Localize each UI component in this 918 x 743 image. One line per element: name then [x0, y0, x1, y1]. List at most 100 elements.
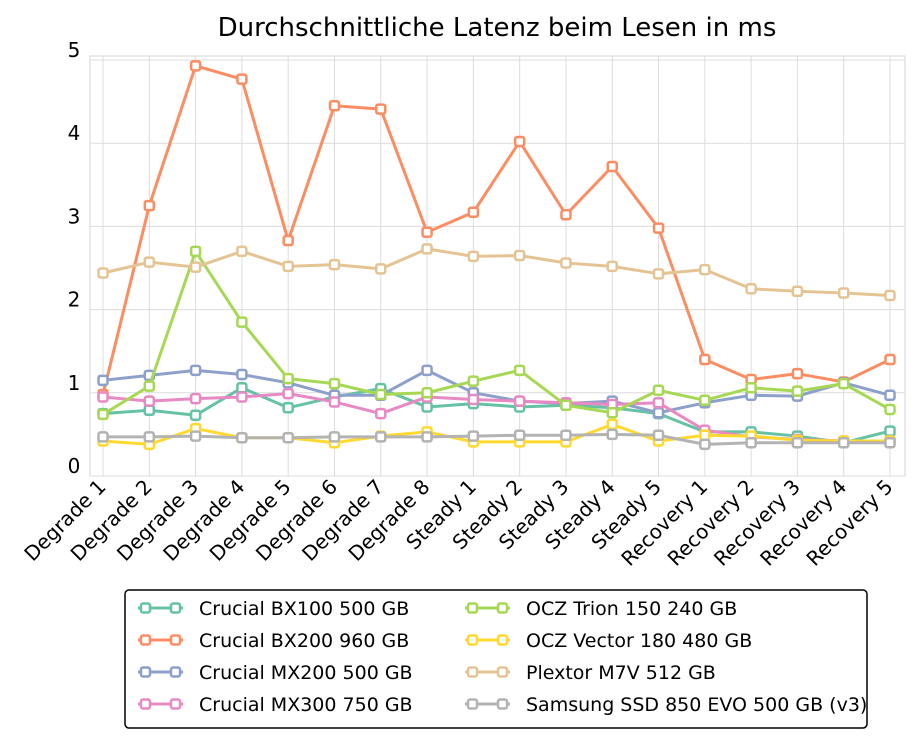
- y-tick-label: 1: [68, 371, 81, 395]
- data-point: [791, 367, 804, 380]
- data-point: [375, 103, 387, 115]
- data-point: [884, 403, 896, 416]
- legend-item: Samsung SSD 850 EVO 500 GB (v3): [465, 694, 867, 716]
- data-point: [699, 438, 711, 451]
- legend-label: Crucial BX100 500 GB: [199, 598, 409, 620]
- y-axis: 0 1 2 3 4 5: [68, 38, 81, 478]
- data-point: [236, 245, 248, 258]
- data-point: [606, 407, 618, 419]
- legend: Crucial BX100 500 GB Crucial BX200 960 GB…: [124, 589, 868, 729]
- data-point: [699, 429, 711, 441]
- data-point: [236, 316, 248, 328]
- legend-marker: [496, 666, 509, 678]
- legend-item: Crucial MX200 500 GB: [138, 662, 413, 684]
- data-point: [467, 393, 480, 406]
- legend-item: Crucial MX300 750 GB: [138, 694, 413, 716]
- data-point: [328, 431, 341, 443]
- y-tick-label: 2: [68, 288, 81, 312]
- data-point: [791, 285, 804, 298]
- legend-marker: [169, 698, 182, 710]
- data-point: [97, 374, 109, 387]
- legend-item: Plextor M7V 512 GB: [465, 662, 716, 684]
- legend-marker: [496, 698, 509, 710]
- legend-marker: [139, 634, 152, 646]
- data-point: [189, 364, 202, 377]
- series-line: [102, 368, 891, 415]
- data-point: [745, 436, 757, 449]
- y-tick-label: 5: [68, 38, 81, 62]
- data-point: [884, 436, 896, 449]
- series-2: [97, 60, 896, 401]
- data-point: [699, 394, 711, 407]
- legend-marker: [169, 666, 182, 678]
- data-point: [97, 391, 109, 403]
- data-point: [560, 429, 572, 441]
- series-lines: [97, 60, 896, 451]
- data-point: [467, 206, 480, 219]
- data-point: [97, 408, 109, 421]
- data-point: [143, 431, 156, 443]
- legend-marker: [139, 666, 152, 678]
- data-point: [189, 392, 202, 405]
- chart-title: Durchschnittliche Latenz beim Lesen in m…: [218, 13, 777, 43]
- data-point: [282, 387, 294, 400]
- data-point: [837, 436, 850, 449]
- series-line: [101, 64, 891, 395]
- series-line: [102, 386, 891, 445]
- data-point: [328, 258, 341, 271]
- data-point: [236, 73, 248, 85]
- data-point: [652, 222, 665, 234]
- legend-marker: [139, 698, 152, 710]
- data-point: [467, 375, 480, 387]
- data-point: [236, 368, 248, 381]
- data-point: [189, 409, 202, 422]
- data-point: [143, 404, 156, 417]
- legend-marker: [139, 602, 152, 614]
- plot-area: [89, 55, 906, 477]
- series-5: [97, 245, 896, 421]
- series-line: [103, 432, 890, 446]
- legend-box: [124, 589, 868, 729]
- data-point: [236, 431, 248, 444]
- data-point: [236, 391, 248, 403]
- legend-marker: [466, 698, 479, 710]
- data-point: [513, 249, 526, 262]
- data-point: [421, 431, 433, 443]
- data-point: [375, 431, 387, 443]
- data-point: [560, 257, 572, 269]
- legend-label: OCZ Vector 180 480 GB: [526, 630, 752, 652]
- legend-marker: [496, 634, 509, 646]
- data-point: [560, 399, 572, 412]
- data-point: [143, 199, 156, 212]
- data-point: [791, 436, 804, 449]
- data-point: [282, 260, 294, 273]
- data-point: [699, 263, 711, 276]
- data-point: [421, 401, 433, 413]
- y-tick-label: 0: [68, 454, 81, 478]
- y-tick-label: 4: [68, 121, 81, 145]
- series-line: [102, 249, 891, 416]
- legend-item: Crucial BX200 960 GB: [138, 630, 409, 652]
- data-point: [652, 407, 665, 419]
- legend-label: Crucial MX200 500 GB: [199, 662, 413, 684]
- data-point: [745, 382, 757, 394]
- data-point: [652, 397, 665, 409]
- data-point: [421, 364, 433, 377]
- data-point: [652, 384, 665, 397]
- data-point: [375, 388, 387, 401]
- data-point: [884, 389, 896, 402]
- legend-label: Plextor M7V 512 GB: [526, 662, 716, 684]
- legend-label: OCZ Trion 150 240 GB: [526, 598, 737, 620]
- data-point: [375, 407, 387, 420]
- data-point: [606, 160, 618, 173]
- data-point: [513, 429, 526, 441]
- data-point: [884, 353, 896, 366]
- data-point: [884, 289, 896, 302]
- data-point: [513, 135, 526, 148]
- data-point: [282, 431, 294, 444]
- data-point: [467, 430, 480, 442]
- data-point: [189, 245, 202, 258]
- plot-background: [89, 55, 906, 477]
- data-point: [189, 261, 202, 273]
